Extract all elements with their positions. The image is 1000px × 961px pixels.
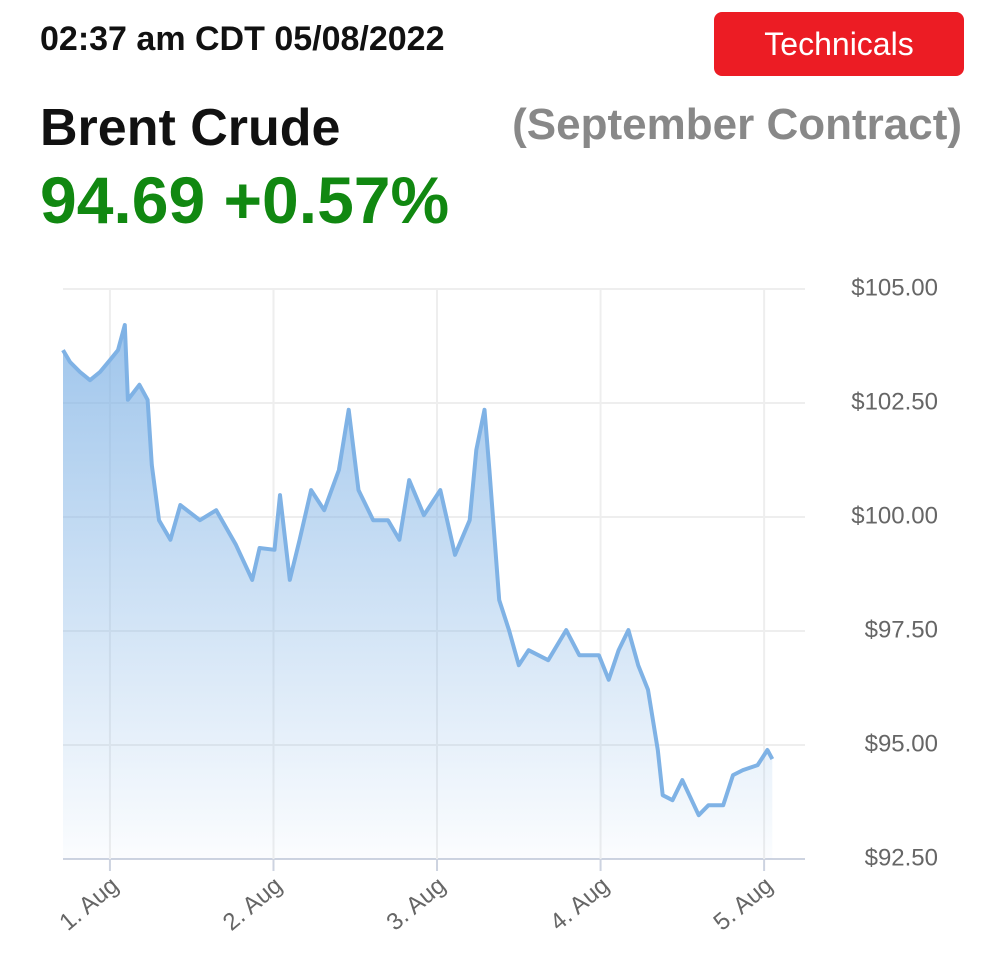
y-tick-label: $95.00 [865, 730, 938, 757]
y-tick-label: $92.50 [865, 844, 938, 871]
x-tick-label: 2. Aug [218, 872, 287, 936]
timestamp: 02:37 am CDT 05/08/2022 [40, 20, 445, 58]
y-tick-label: $105.00 [851, 274, 938, 301]
contract: (September Contract) [512, 100, 962, 149]
x-tick-label: 3. Aug [381, 872, 450, 936]
x-tick-label: 5. Aug [709, 872, 778, 936]
y-tick-label: $100.00 [851, 502, 938, 529]
x-tick-label: 4. Aug [545, 872, 614, 936]
y-tick-label: $97.50 [865, 616, 938, 643]
instrument-title: Brent Crude [40, 99, 341, 157]
technicals-button[interactable]: Technicals [714, 12, 964, 76]
x-tick-label: 1. Aug [54, 872, 123, 936]
quote: 94.69 +0.57% [40, 163, 450, 237]
area-fill [63, 325, 773, 859]
y-tick-label: $102.50 [851, 388, 938, 415]
price-line [61, 323, 775, 818]
